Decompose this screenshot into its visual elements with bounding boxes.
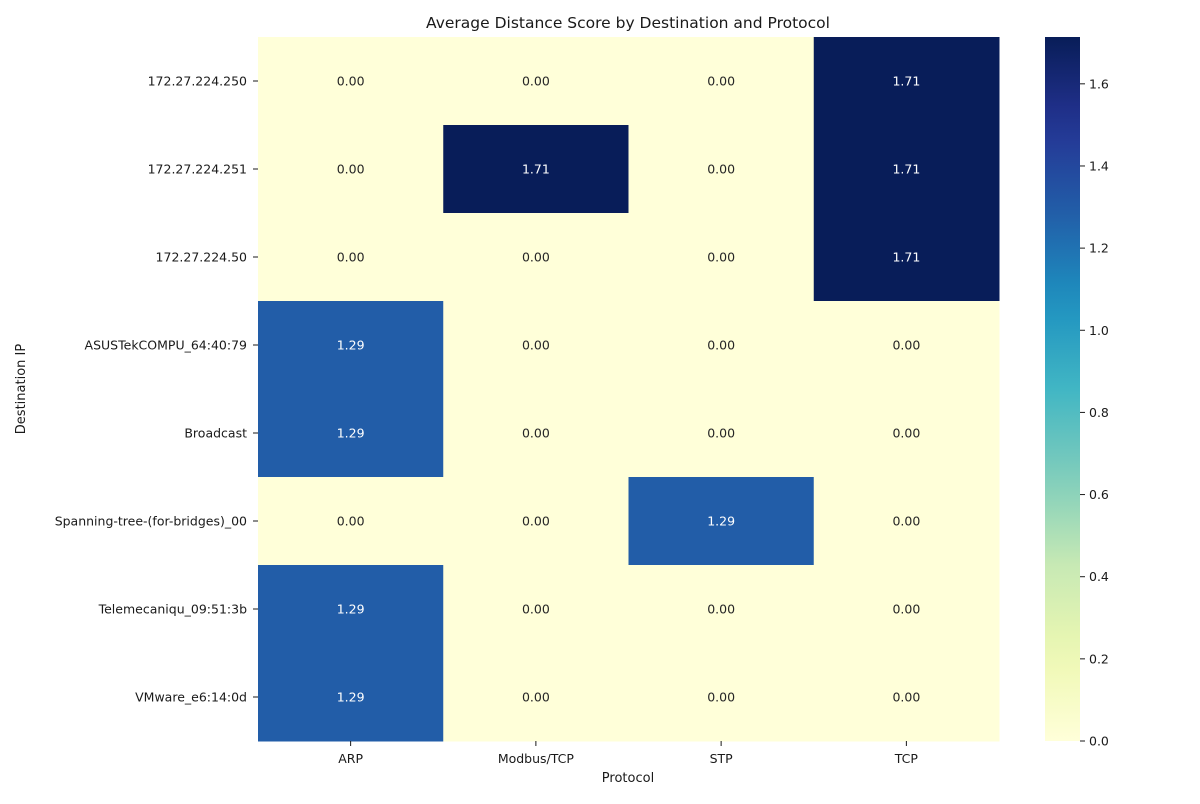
- cell-value-label: 0.00: [892, 690, 920, 705]
- colorbar-tick-label: 0.4: [1089, 569, 1109, 584]
- cell-value-label: 0.00: [707, 690, 735, 705]
- x-tick-label: ARP: [338, 751, 363, 766]
- y-tick-label: 172.27.224.251: [148, 162, 247, 177]
- heatmap-cell: [628, 301, 815, 390]
- heatmap-cell: [258, 389, 444, 478]
- colorbar-tick-label: 0.8: [1089, 405, 1109, 420]
- cell-value-label: 1.71: [892, 162, 920, 177]
- y-tick-label: Broadcast: [184, 426, 247, 441]
- cell-value-label: 1.29: [337, 602, 365, 617]
- cell-value-label: 0.00: [522, 514, 550, 529]
- cell-value-label: 0.00: [522, 602, 550, 617]
- heatmap-cell: [443, 125, 629, 214]
- heatmap-cell: [813, 37, 1000, 126]
- cell-value-label: 0.00: [892, 602, 920, 617]
- cell-value-label: 1.29: [337, 690, 365, 705]
- heatmap-cell: [813, 301, 1000, 390]
- heatmap-cells: [258, 37, 1000, 742]
- heatmap-cell: [443, 389, 629, 478]
- colorbar-tick-label: 1.6: [1089, 76, 1109, 91]
- heatmap-cell: [258, 125, 444, 214]
- cell-value-label: 0.00: [522, 338, 550, 353]
- heatmap-cell: [628, 653, 815, 742]
- y-tick-label: ASUSTekCOMPU_64:40:79: [85, 338, 247, 353]
- heatmap-cell: [258, 565, 444, 654]
- heatmap-cell: [258, 37, 444, 126]
- cell-value-label: 0.00: [707, 250, 735, 265]
- chart-title: Average Distance Score by Destination an…: [426, 14, 830, 32]
- heatmap-cell: [443, 213, 629, 302]
- heatmap-cell: [628, 565, 815, 654]
- cell-value-label: 1.29: [707, 514, 735, 529]
- cell-value-label: 0.00: [337, 514, 365, 529]
- cell-value-label: 0.00: [892, 338, 920, 353]
- y-tick-label: Spanning-tree-(for-bridges)_00: [55, 514, 247, 529]
- x-axis-label: Protocol: [602, 771, 654, 786]
- heatmap-cell: [258, 301, 444, 390]
- colorbar: 0.0 0.2 0.4 0.6 0.8 1.0 1.2 1.4 1.6: [1045, 37, 1109, 749]
- cell-value-label: 0.00: [707, 338, 735, 353]
- y-tick-label: VMware_e6:14:0d: [135, 690, 247, 705]
- cell-value-label: 0.00: [707, 162, 735, 177]
- heatmap-cell: [443, 477, 629, 566]
- heatmap-cell: [813, 389, 1000, 478]
- heatmap-cell: [443, 37, 629, 126]
- cell-value-label: 0.00: [892, 514, 920, 529]
- cell-value-label: 0.00: [522, 426, 550, 441]
- heatmap-cell: [628, 37, 815, 126]
- heatmap-cell: [258, 213, 444, 302]
- cell-value-label: 0.00: [522, 250, 550, 265]
- y-axis-ticks: 172.27.224.250 172.27.224.251 172.27.224.5…: [55, 74, 258, 705]
- y-tick-label: 172.27.224.250: [148, 74, 247, 89]
- x-axis-ticks: ARP Modbus/TCP STP TCP: [338, 741, 918, 766]
- heatmap-cell: [813, 125, 1000, 214]
- cell-value-label: 0.00: [337, 74, 365, 89]
- heatmap-cell: [443, 653, 629, 742]
- colorbar-tick-label: 0.0: [1089, 734, 1109, 749]
- cell-value-label: 1.71: [892, 74, 920, 89]
- heatmap-cell: [258, 477, 444, 566]
- heatmap-cell: [813, 213, 1000, 302]
- cell-value-label: 0.00: [707, 74, 735, 89]
- heatmap-cell: [628, 125, 815, 214]
- y-tick-label: Telemecaniqu_09:51:3b: [98, 602, 247, 617]
- cell-value-label: 0.00: [337, 162, 365, 177]
- cell-value-label: 0.00: [522, 690, 550, 705]
- cell-value-label: 0.00: [707, 602, 735, 617]
- heatmap-cell: [443, 565, 629, 654]
- x-tick-label: TCP: [894, 751, 919, 766]
- cell-value-label: 0.00: [522, 74, 550, 89]
- heatmap-annotations: 0.00 0.00 0.00 1.71 0.00 1.71 0.00 1.71 0.00 0.00…: [337, 74, 921, 705]
- x-tick-label: Modbus/TCP: [498, 751, 575, 766]
- heatmap-cell: [813, 565, 1000, 654]
- heatmap-cell: [813, 477, 1000, 566]
- cell-value-label: 1.71: [892, 250, 920, 265]
- cell-value-label: 0.00: [707, 426, 735, 441]
- heatmap-cell: [813, 653, 1000, 742]
- x-tick-label: STP: [710, 751, 734, 766]
- y-axis-label: Destination IP: [14, 344, 29, 435]
- heatmap-cell: [628, 389, 815, 478]
- cell-value-label: 1.71: [522, 162, 550, 177]
- cell-value-label: 0.00: [337, 250, 365, 265]
- heatmap-cell: [628, 477, 815, 566]
- colorbar-gradient: [1045, 37, 1080, 741]
- heatmap-cell: [258, 653, 444, 742]
- cell-value-label: 1.29: [337, 426, 365, 441]
- y-tick-label: 172.27.224.50: [156, 250, 247, 265]
- colorbar-tick-label: 1.4: [1089, 158, 1109, 173]
- colorbar-tick-label: 1.2: [1089, 241, 1109, 256]
- colorbar-tick-label: 1.0: [1089, 323, 1109, 338]
- colorbar-tick-label: 0.6: [1089, 487, 1109, 502]
- cell-value-label: 0.00: [892, 426, 920, 441]
- colorbar-tick-label: 0.2: [1089, 651, 1109, 666]
- cell-value-label: 1.29: [337, 338, 365, 353]
- heatmap-cell: [443, 301, 629, 390]
- heatmap-cell: [628, 213, 815, 302]
